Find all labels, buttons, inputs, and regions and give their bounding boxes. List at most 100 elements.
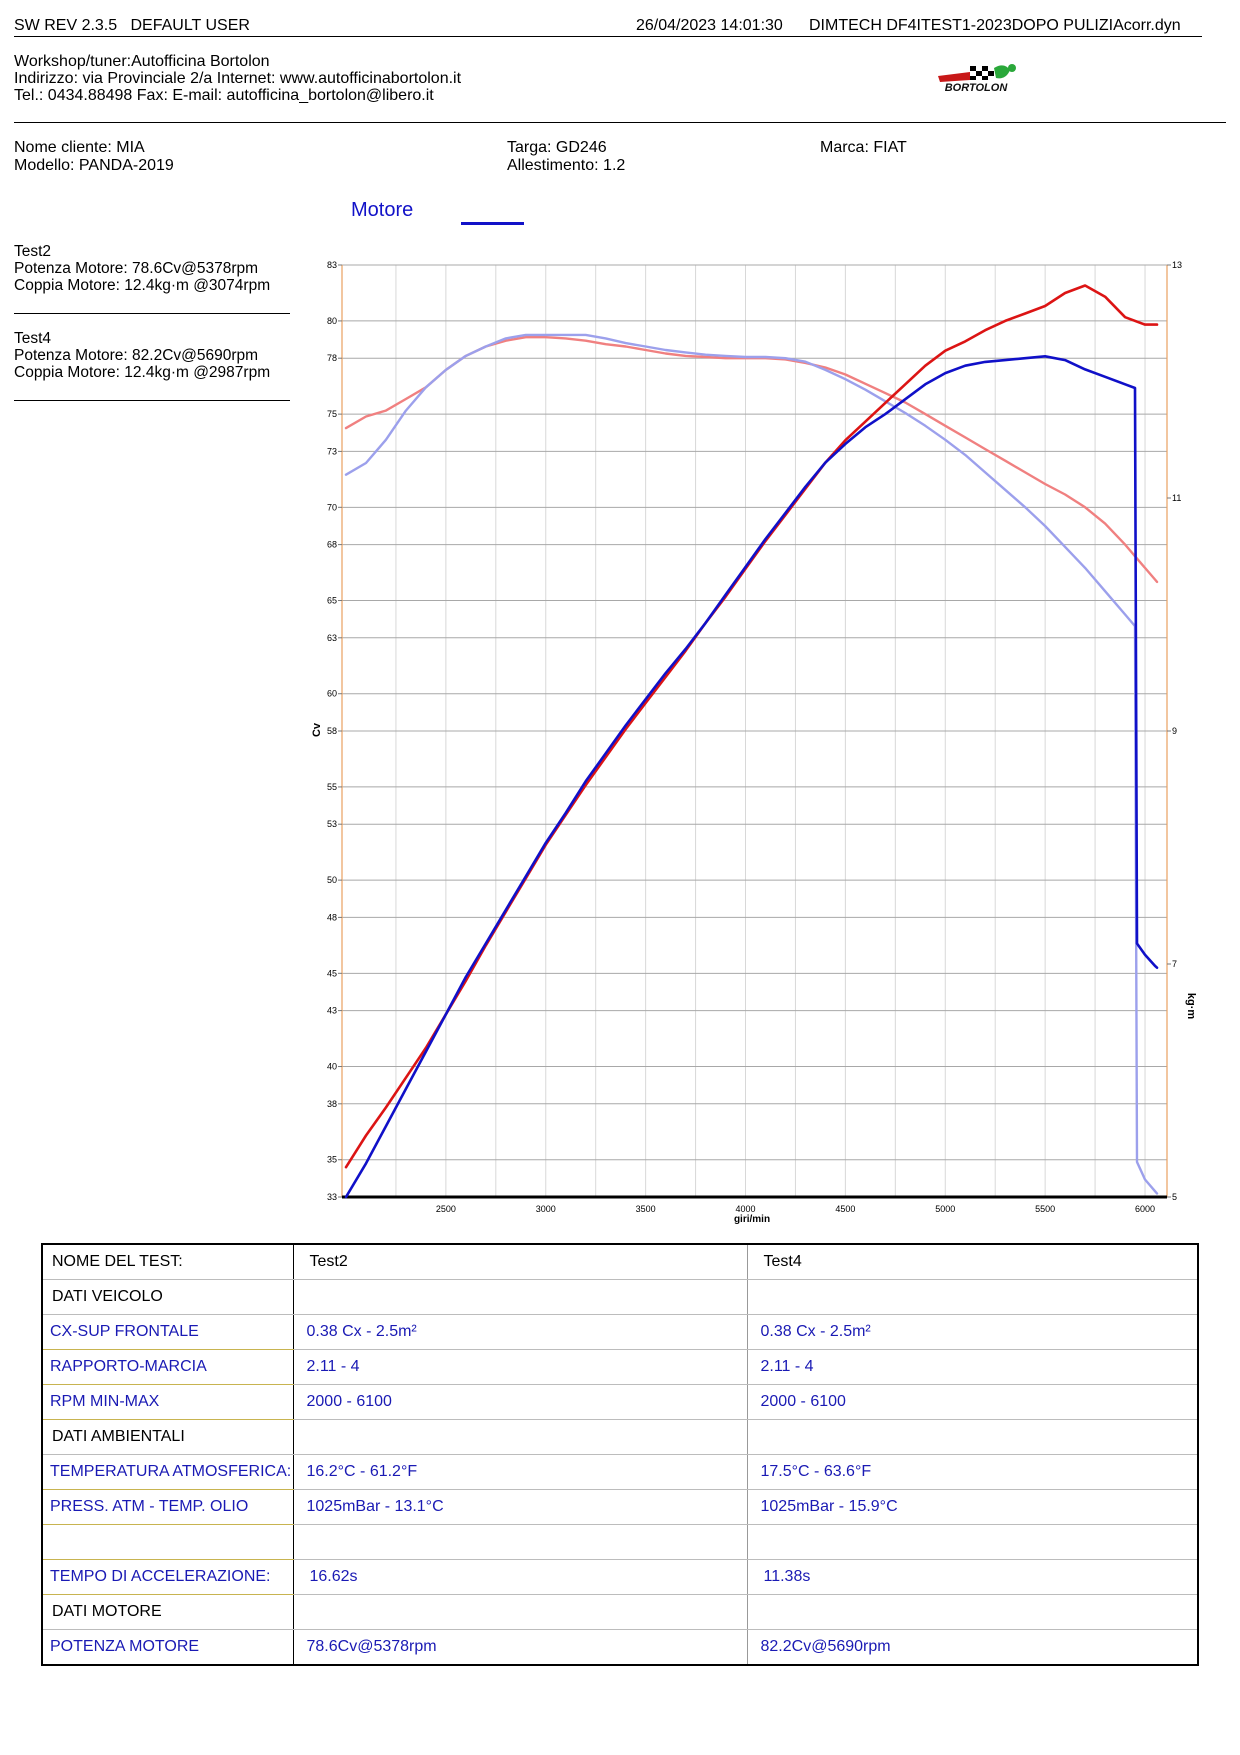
table-row: TEMPERATURA ATMOSFERICA: 16.2°C - 61.2°F 1… [42, 1454, 1198, 1490]
test4-value [747, 1419, 1198, 1455]
row-label: DATI AMBIENTALI [42, 1419, 294, 1455]
x-tick-label: 5500 [1035, 1204, 1055, 1214]
y2-tick-label: 7 [1172, 959, 1177, 969]
y-tick-label: 50 [327, 875, 337, 885]
y-tick-label: 70 [327, 502, 337, 512]
y-tick-label: 53 [327, 819, 337, 829]
workshop-name: Workshop/tuner:Autofficina Bortolon [14, 53, 270, 70]
test2-value [293, 1524, 748, 1560]
row-label: TEMPO DI ACCELERAZIONE: [42, 1559, 294, 1595]
y-tick-label: 75 [327, 409, 337, 419]
test2-value: 2.11 - 4 [293, 1349, 748, 1385]
row-label: RPM MIN-MAX [42, 1384, 294, 1420]
workshop-rule [14, 122, 1226, 123]
y-tick-label: 83 [327, 260, 337, 270]
y-axis-label: Cv [311, 722, 323, 737]
test2-value: 16.2°C - 61.2°F [293, 1454, 748, 1490]
y-tick-label: 58 [327, 726, 337, 736]
summary-divider-1 [14, 313, 290, 314]
summary-test2-torque: Coppia Motore: 12.4kg·m @3074rpm [14, 277, 271, 294]
table-row: PRESS. ATM - TEMP. OLIO 1025mBar - 13.1°C… [42, 1489, 1198, 1525]
customer-trim: Allestimento: 1.2 [507, 157, 626, 174]
row-label: DATI MOTORE [42, 1594, 294, 1630]
test2-value: Test2 [293, 1244, 748, 1280]
x-tick-label: 6000 [1135, 1204, 1155, 1214]
customer-model: Modello: PANDA-2019 [14, 157, 174, 174]
y-tick-label: 40 [327, 1062, 337, 1072]
dyno-chart: 3335384043454850535558606365687073757880… [311, 260, 1197, 1225]
y-tick-label: 80 [327, 316, 337, 326]
x-tick-label: 4500 [835, 1204, 855, 1214]
y-tick-label: 63 [327, 633, 337, 643]
summary-test4-torque: Coppia Motore: 12.4kg·m @2987rpm [14, 364, 271, 381]
y2-tick-label: 5 [1172, 1192, 1177, 1202]
y2-tick-label: 13 [1172, 260, 1182, 270]
row-label: NOME DEL TEST: [42, 1244, 294, 1280]
summary-divider-2 [14, 400, 290, 401]
header-rule [14, 36, 1202, 37]
workshop-address: Indirizzo: via Provinciale 2/a Internet:… [14, 70, 462, 87]
test4-value: 0.38 Cx - 2.5m² [747, 1314, 1198, 1350]
row-label: RAPPORTO-MARCIA [42, 1349, 294, 1385]
sw-rev: SW REV 2.3.5 [14, 17, 118, 34]
x-tick-label: 4000 [735, 1204, 755, 1214]
legend-label: Motore [351, 199, 414, 221]
row-label: CX-SUP FRONTALE [42, 1314, 294, 1350]
table-row: RPM MIN-MAX 2000 - 6100 2000 - 6100 [42, 1384, 1198, 1420]
chart-ticks: 3335384043454850535558606365687073757880… [327, 260, 1182, 1214]
test4-value [747, 1279, 1198, 1315]
row-label: POTENZA MOTORE [42, 1629, 294, 1666]
test2-value [293, 1594, 748, 1630]
test4-value: 11.38s [747, 1559, 1198, 1595]
legend-line [461, 222, 524, 225]
y-tick-label: 33 [327, 1192, 337, 1202]
y-tick-label: 45 [327, 968, 337, 978]
chart-curves [344, 284, 1159, 1199]
table-row: NOME DEL TEST: Test2 Test4 [42, 1244, 1198, 1280]
table-row: RAPPORTO-MARCIA 2.11 - 4 2.11 - 4 [42, 1349, 1198, 1385]
workshop-logo: BORTOLON [930, 60, 1022, 94]
test2-value: 0.38 Cx - 2.5m² [293, 1314, 748, 1350]
y-tick-label: 78 [327, 353, 337, 363]
chart-grid [341, 264, 1168, 1198]
row-label: DATI VEICOLO [42, 1279, 294, 1315]
test2-value: 2000 - 6100 [293, 1384, 748, 1420]
test4-value: 17.5°C - 63.6°F [747, 1454, 1198, 1490]
table-row: DATI MOTORE [42, 1594, 1198, 1630]
table-row [42, 1524, 1198, 1560]
summary-test2-power: Potenza Motore: 78.6Cv@5378rpm [14, 260, 259, 277]
summary-test4-name: Test4 [14, 330, 52, 347]
test2-value: 16.62s [293, 1559, 748, 1595]
workshop-contacts: Tel.: 0434.88498 Fax: E-mail: autofficin… [14, 87, 434, 104]
test2-value: 1025mBar - 13.1°C [293, 1489, 748, 1525]
y-tick-label: 65 [327, 596, 337, 606]
test2-value [293, 1279, 748, 1315]
header-bar: SW REV 2.3.5 DEFAULT USER [14, 17, 250, 35]
logo-graphic: BORTOLON [938, 64, 1016, 94]
y2-axis-label: kg·m [1185, 993, 1197, 1020]
table-row: POTENZA MOTORE 78.6Cv@5378rpm 82.2Cv@5690r… [42, 1629, 1198, 1666]
customer-brand: Marca: FIAT [820, 139, 907, 156]
y-tick-label: 48 [327, 912, 337, 922]
row-label [42, 1524, 294, 1560]
summary-test4-power: Potenza Motore: 82.2Cv@5690rpm [14, 347, 259, 364]
header-datetime: 26/04/2023 14:01:30 [636, 17, 783, 34]
x-tick-label: 3000 [536, 1204, 556, 1214]
logo-text: BORTOLON [945, 82, 1009, 94]
test4-value: 2.11 - 4 [747, 1349, 1198, 1385]
header-filename: DIMTECH DF4ITEST1-2023DOPO PULIZIAcorr.d… [809, 17, 1181, 34]
y-tick-label: 73 [327, 446, 337, 456]
user-name: DEFAULT USER [130, 17, 250, 34]
row-label: PRESS. ATM - TEMP. OLIO [42, 1489, 294, 1525]
y-tick-label: 55 [327, 782, 337, 792]
test2-value [293, 1419, 748, 1455]
x-tick-label: 5000 [935, 1204, 955, 1214]
customer-name: Nome cliente: MIA [14, 139, 145, 156]
test4-value: 82.2Cv@5690rpm [747, 1629, 1198, 1666]
y-tick-label: 68 [327, 540, 337, 550]
table-row: DATI AMBIENTALI [42, 1419, 1198, 1455]
x-tick-label: 3500 [636, 1204, 656, 1214]
test4-value [747, 1594, 1198, 1630]
y-tick-label: 38 [327, 1099, 337, 1109]
y2-tick-label: 9 [1172, 726, 1177, 736]
